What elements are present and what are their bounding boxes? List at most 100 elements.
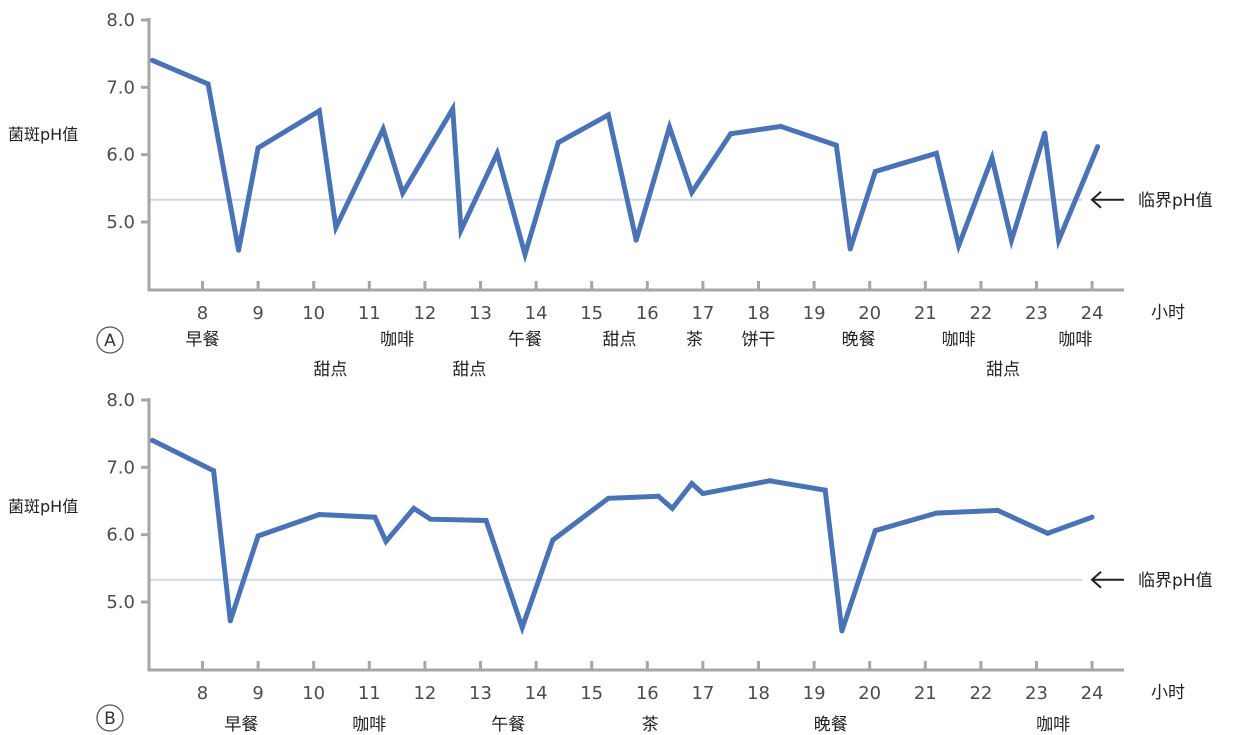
data-point xyxy=(1056,237,1062,243)
data-point xyxy=(700,491,706,497)
y-tick-label: 8.0 xyxy=(106,390,135,411)
data-point xyxy=(605,495,611,501)
event-label: 早餐 xyxy=(224,715,258,735)
x-tick-label: 20 xyxy=(858,683,881,704)
threshold-label: 临界pH值 xyxy=(1138,571,1213,591)
data-point xyxy=(555,140,561,146)
data-point xyxy=(872,169,878,174)
data-point xyxy=(255,533,261,539)
x-tick-label: 11 xyxy=(358,303,381,324)
x-tick-label: 21 xyxy=(914,683,937,704)
panel-letter: B xyxy=(104,709,116,729)
data-point xyxy=(655,493,661,499)
event-label: 咖啡 xyxy=(942,330,976,350)
data-point xyxy=(669,505,675,511)
data-point xyxy=(933,510,939,516)
event-label: 咖啡 xyxy=(352,715,386,735)
data-point xyxy=(316,511,322,517)
data-point xyxy=(236,247,242,253)
data-point xyxy=(372,514,378,520)
data-point xyxy=(333,224,339,230)
data-point xyxy=(400,190,406,196)
panel-letter: A xyxy=(104,331,116,351)
x-tick-label: 9 xyxy=(252,303,263,324)
x-tick-label: 10 xyxy=(302,683,325,704)
data-point xyxy=(427,516,433,522)
x-tick-label: 19 xyxy=(803,683,826,704)
data-point xyxy=(522,251,528,257)
y-axis-label: 菌斑pH值 xyxy=(8,497,78,516)
event-label: 午餐 xyxy=(491,715,525,735)
data-point xyxy=(483,518,489,524)
event-label: 晚餐 xyxy=(842,330,876,350)
data-point xyxy=(728,131,734,137)
panel-label: B xyxy=(96,704,124,732)
data-point xyxy=(550,537,556,543)
data-point xyxy=(494,150,500,156)
ph-series-line xyxy=(151,58,1101,264)
event-label: 早餐 xyxy=(186,330,220,350)
x-tick-label: 23 xyxy=(1025,303,1048,324)
x-tick-label: 24 xyxy=(1081,303,1104,324)
panel-circle xyxy=(96,326,124,354)
x-tick-label: 19 xyxy=(803,303,826,324)
event-label: 茶 xyxy=(686,330,703,350)
event-label: 咖啡 xyxy=(1036,715,1070,735)
x-tick-label: 20 xyxy=(858,303,881,324)
event-label: 晚餐 xyxy=(814,715,848,735)
event-label: 甜点 xyxy=(603,330,637,350)
x-tick-label: 14 xyxy=(525,683,548,704)
y-axis-label: 菌斑pH值 xyxy=(8,125,78,144)
x-tick-label: 18 xyxy=(747,683,770,704)
x-axis-unit: 小时 xyxy=(1151,303,1185,323)
event-label: 甜点 xyxy=(986,360,1020,380)
data-point xyxy=(383,538,389,544)
data-point xyxy=(458,227,464,233)
data-point xyxy=(205,81,211,87)
x-tick-label: 13 xyxy=(469,303,492,324)
y-tick-label: 7.0 xyxy=(106,457,135,478)
data-point xyxy=(411,505,417,511)
x-tick-label: 22 xyxy=(969,683,992,704)
data-point xyxy=(833,142,839,148)
data-point xyxy=(1095,144,1101,150)
x-tick-label: 15 xyxy=(580,683,603,704)
y-tick-label: 6.0 xyxy=(106,145,135,166)
x-tick-label: 17 xyxy=(691,683,714,704)
threshold-label: 临界pH值 xyxy=(1138,191,1213,211)
data-point xyxy=(519,625,525,631)
axes xyxy=(147,398,1124,672)
x-tick-label: 24 xyxy=(1081,683,1104,704)
data-point xyxy=(778,123,784,129)
chart-panel-b: 菌斑pH值 5.0 6.0 7.0 8.0 临界pH值 8 9 10 11 12 13 14 15 16 17… xyxy=(8,390,1213,735)
event-label: 茶 xyxy=(642,715,659,735)
data-point xyxy=(689,189,695,195)
data-point xyxy=(255,145,261,151)
x-tick-label: 11 xyxy=(358,683,381,704)
x-tick-label: 12 xyxy=(413,683,436,704)
event-label: 甜点 xyxy=(313,360,347,380)
x-tick-label: 8 xyxy=(197,303,208,324)
x-tick-label: 15 xyxy=(580,303,603,324)
x-tick-label: 16 xyxy=(636,683,659,704)
x-tick-label: 18 xyxy=(747,303,770,324)
ph-series-line xyxy=(151,438,1093,636)
data-point xyxy=(933,150,939,156)
x-tick-label: 9 xyxy=(252,683,263,704)
data-point xyxy=(1008,237,1014,243)
x-tick-label: 12 xyxy=(413,303,436,324)
data-point xyxy=(316,108,322,114)
data-point xyxy=(689,480,695,486)
threshold-arrow-icon xyxy=(1090,571,1124,589)
data-point xyxy=(956,243,962,249)
threshold-arrow-icon xyxy=(1090,191,1124,209)
x-tick-label: 21 xyxy=(914,303,937,324)
data-point xyxy=(1089,514,1095,520)
x-tick-label: 13 xyxy=(469,683,492,704)
data-point xyxy=(767,478,773,484)
data-point xyxy=(822,487,828,493)
data-point xyxy=(380,126,386,132)
y-tick-label: 5.0 xyxy=(106,212,135,233)
arrow-head xyxy=(1090,571,1102,589)
